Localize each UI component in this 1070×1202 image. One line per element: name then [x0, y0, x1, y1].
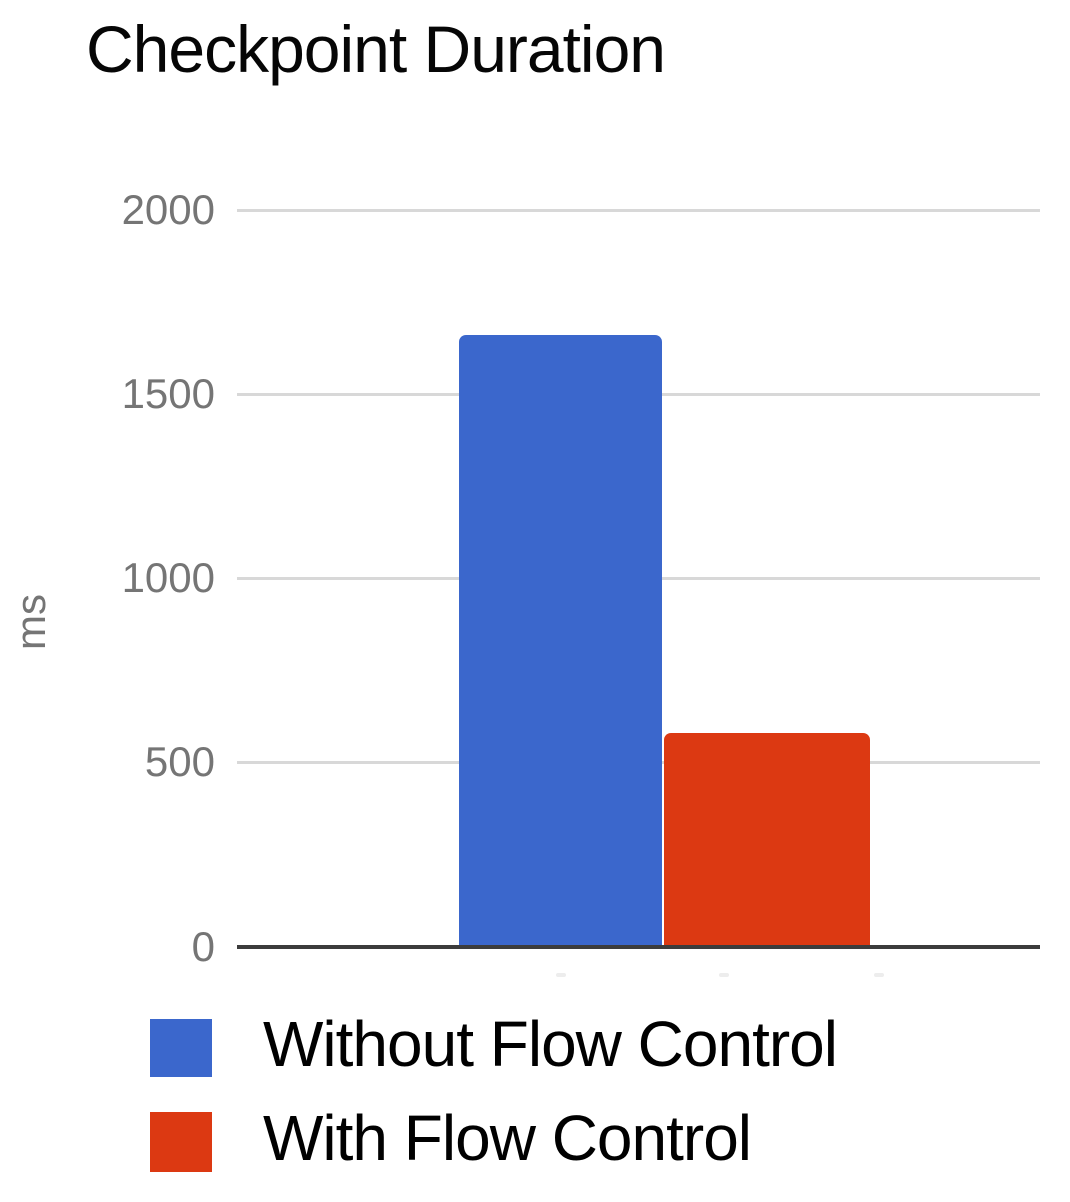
y-tick-label: 0	[191, 923, 215, 970]
axis-tick-mark	[719, 973, 729, 977]
legend-label: With Flow Control	[263, 1102, 752, 1174]
y-tick-label: 500	[144, 738, 215, 785]
legend-swatch	[150, 1019, 212, 1077]
y-tick-label: 2000	[121, 186, 215, 233]
x-axis-line	[237, 945, 1040, 949]
axis-tick-mark	[556, 973, 566, 977]
legend-swatch	[150, 1112, 212, 1172]
legend-label: Without Flow Control	[263, 1008, 838, 1080]
chart-title: Checkpoint Duration	[86, 12, 666, 86]
bar	[459, 335, 662, 947]
bar	[664, 733, 870, 947]
axis-tick-mark	[874, 973, 884, 977]
y-tick-label: 1500	[121, 370, 215, 417]
y-tick-label: 1000	[121, 554, 215, 601]
gridline-2000	[237, 209, 1040, 212]
y-axis-title: ms	[7, 594, 54, 650]
plot-area	[237, 209, 1040, 949]
